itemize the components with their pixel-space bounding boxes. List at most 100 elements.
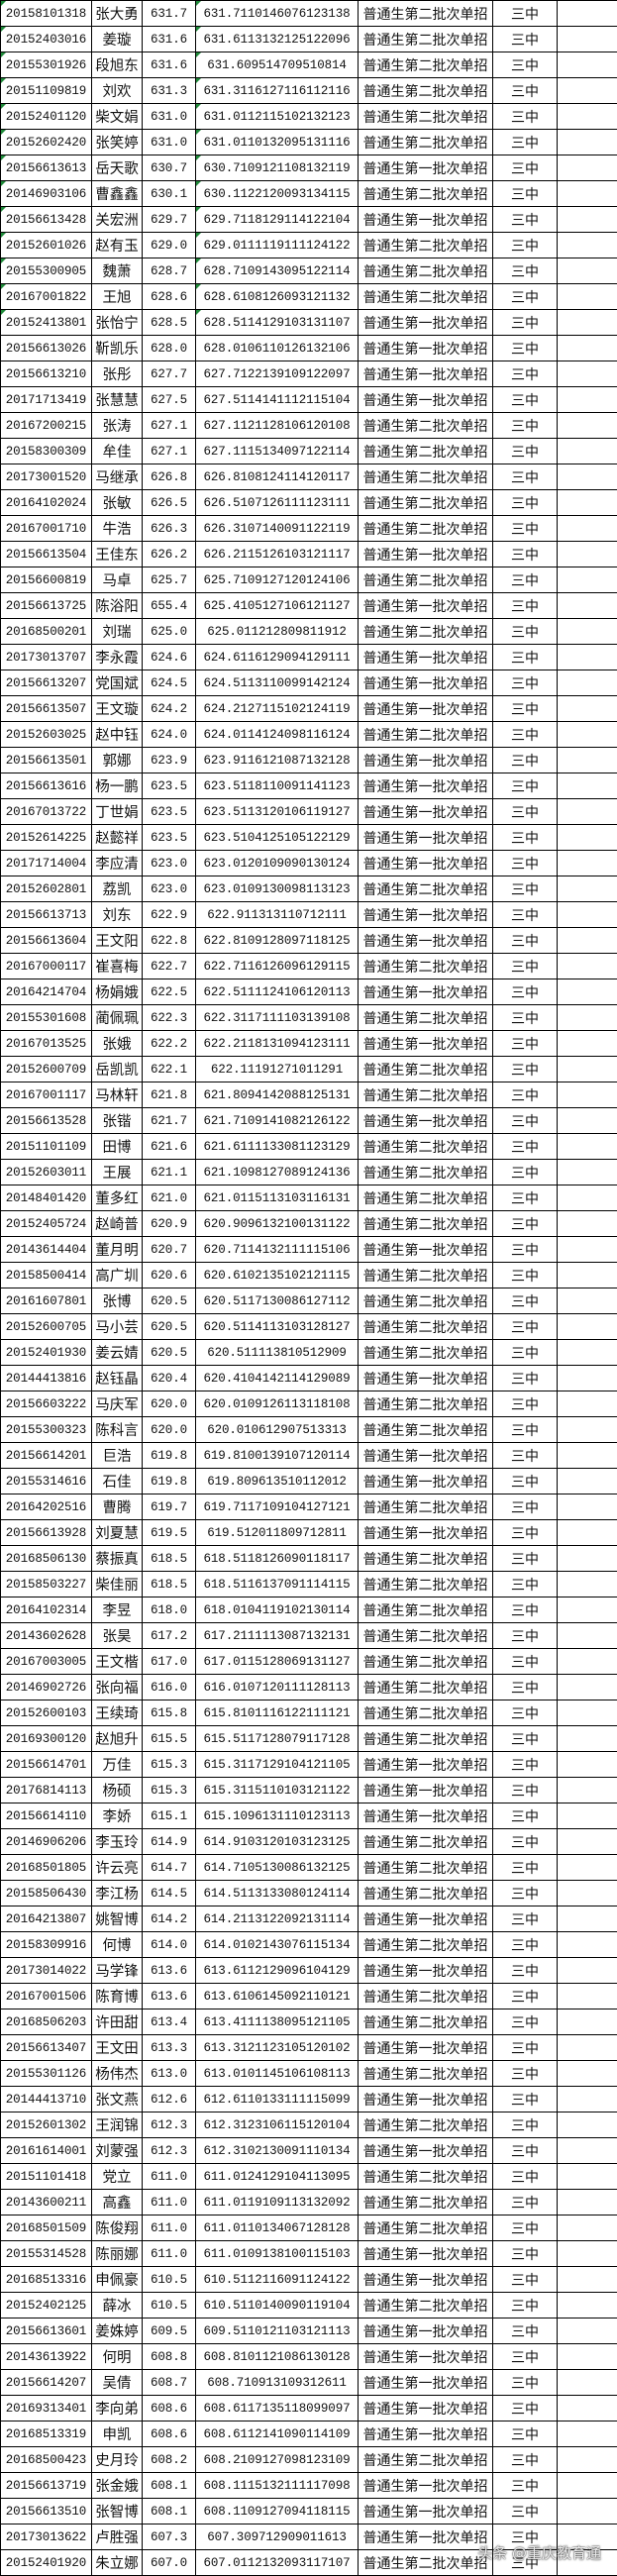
- score-cell[interactable]: 624.5: [142, 670, 196, 696]
- school-cell[interactable]: 三中: [492, 1725, 558, 1752]
- school-cell[interactable]: 三中: [492, 2472, 558, 2499]
- student-name-cell[interactable]: 姜姝婷: [91, 2318, 143, 2344]
- score-cell[interactable]: 616.0: [142, 1674, 196, 1700]
- student-id-cell[interactable]: 20146902726: [0, 1674, 92, 1700]
- detailed-score-cell[interactable]: 631.7110146076123138: [195, 0, 359, 27]
- school-cell[interactable]: 三中: [492, 52, 558, 78]
- student-id-cell[interactable]: 20156603222: [0, 1391, 92, 1417]
- detailed-score-cell[interactable]: 618.5118126090118117: [195, 1545, 359, 1572]
- empty-cell[interactable]: [557, 464, 617, 490]
- detailed-score-cell[interactable]: 619.809613510112012: [195, 1468, 359, 1494]
- score-cell[interactable]: 607.3: [142, 2524, 196, 2550]
- admission-batch-cell[interactable]: 普通生第一批次单招: [358, 2240, 493, 2267]
- student-id-cell[interactable]: 20164102314: [0, 1597, 92, 1623]
- score-cell[interactable]: 620.0: [142, 1391, 196, 1417]
- student-name-cell[interactable]: 巨浩: [91, 1442, 143, 1469]
- student-id-cell[interactable]: 20156613510: [0, 2498, 92, 2524]
- score-cell[interactable]: 622.9: [142, 901, 196, 928]
- detailed-score-cell[interactable]: 621.8094142088125131: [195, 1082, 359, 1108]
- detailed-score-cell[interactable]: 614.9103120103123125: [195, 1828, 359, 1855]
- score-cell[interactable]: 625.0: [142, 618, 196, 645]
- school-cell[interactable]: 三中: [492, 541, 558, 567]
- admission-batch-cell[interactable]: 普通生第二批次单招: [358, 2292, 493, 2318]
- student-name-cell[interactable]: 姜璇: [91, 26, 143, 52]
- score-cell[interactable]: 610.5: [142, 2292, 196, 2318]
- student-id-cell[interactable]: 20151101109: [0, 1133, 92, 1160]
- school-cell[interactable]: 三中: [492, 103, 558, 130]
- detailed-score-cell[interactable]: 617.0115128069131127: [195, 1648, 359, 1675]
- student-name-cell[interactable]: 刘瑞: [91, 618, 143, 645]
- admission-batch-cell[interactable]: 普通生第二批次单招: [358, 1159, 493, 1185]
- student-id-cell[interactable]: 20168500423: [0, 2446, 92, 2473]
- student-id-cell[interactable]: 20156613928: [0, 1519, 92, 1546]
- admission-batch-cell[interactable]: 普通生第一批次单招: [358, 1236, 493, 1263]
- student-name-cell[interactable]: 张笑婷: [91, 129, 143, 155]
- detailed-score-cell[interactable]: 624.0114124098116124: [195, 721, 359, 748]
- score-cell[interactable]: 631.7: [142, 0, 196, 27]
- student-name-cell[interactable]: 张敏: [91, 489, 143, 516]
- admission-batch-cell[interactable]: 普通生第一批次单招: [358, 1468, 493, 1494]
- empty-cell[interactable]: [557, 1854, 617, 1881]
- detailed-score-cell[interactable]: 612.6110133111115099: [195, 2086, 359, 2112]
- score-cell[interactable]: 620.0: [142, 1416, 196, 1443]
- empty-cell[interactable]: [557, 2498, 617, 2524]
- student-name-cell[interactable]: 张彤: [91, 361, 143, 387]
- empty-cell[interactable]: [557, 1365, 617, 1391]
- admission-batch-cell[interactable]: 普通生第一批次单招: [358, 824, 493, 851]
- school-cell[interactable]: 三中: [492, 1906, 558, 1932]
- detailed-score-cell[interactable]: 626.8108124114120117: [195, 464, 359, 490]
- empty-cell[interactable]: [557, 592, 617, 619]
- empty-cell[interactable]: [557, 103, 617, 130]
- student-name-cell[interactable]: 李应清: [91, 850, 143, 876]
- empty-cell[interactable]: [557, 670, 617, 696]
- admission-batch-cell[interactable]: 普通生第一批次单招: [358, 979, 493, 1005]
- empty-cell[interactable]: [557, 2472, 617, 2499]
- admission-batch-cell[interactable]: 普通生第二批次单招: [358, 1545, 493, 1572]
- school-cell[interactable]: 三中: [492, 129, 558, 155]
- student-id-cell[interactable]: 20176814113: [0, 1777, 92, 1803]
- empty-cell[interactable]: [557, 2343, 617, 2370]
- score-cell[interactable]: 628.7: [142, 258, 196, 284]
- school-cell[interactable]: 三中: [492, 26, 558, 52]
- student-name-cell[interactable]: 申佩豪: [91, 2266, 143, 2293]
- empty-cell[interactable]: [557, 180, 617, 207]
- student-id-cell[interactable]: 20164213807: [0, 1906, 92, 1932]
- school-cell[interactable]: 三中: [492, 1957, 558, 1984]
- empty-cell[interactable]: [557, 1648, 617, 1675]
- admission-batch-cell[interactable]: 普通生第二批次单招: [358, 1288, 493, 1314]
- empty-cell[interactable]: [557, 1597, 617, 1623]
- score-cell[interactable]: 624.2: [142, 695, 196, 722]
- admission-batch-cell[interactable]: 普通生第二批次单招: [358, 26, 493, 52]
- score-cell[interactable]: 619.8: [142, 1468, 196, 1494]
- detailed-score-cell[interactable]: 608.710913109312611: [195, 2369, 359, 2396]
- admission-batch-cell[interactable]: 普通生第二批次单招: [358, 1983, 493, 2009]
- detailed-score-cell[interactable]: 623.5104125105122129: [195, 824, 359, 851]
- student-id-cell[interactable]: 20168513316: [0, 2266, 92, 2293]
- admission-batch-cell[interactable]: 普通生第一批次单招: [358, 2498, 493, 2524]
- detailed-score-cell[interactable]: 627.1121128106120108: [195, 412, 359, 439]
- score-cell[interactable]: 624.6: [142, 644, 196, 670]
- score-cell[interactable]: 608.6: [142, 2395, 196, 2421]
- student-id-cell[interactable]: 20169300120: [0, 1725, 92, 1752]
- empty-cell[interactable]: [557, 2009, 617, 2035]
- score-cell[interactable]: 610.5: [142, 2266, 196, 2293]
- student-name-cell[interactable]: 李昱: [91, 1597, 143, 1623]
- admission-batch-cell[interactable]: 普通生第二批次单招: [358, 1056, 493, 1082]
- admission-batch-cell[interactable]: 普通生第二批次单招: [358, 180, 493, 207]
- student-id-cell[interactable]: 20167001710: [0, 515, 92, 542]
- school-cell[interactable]: 三中: [492, 2060, 558, 2087]
- admission-batch-cell[interactable]: 普通生第二批次单招: [358, 721, 493, 748]
- student-id-cell[interactable]: 20155300905: [0, 258, 92, 284]
- student-name-cell[interactable]: 马卓: [91, 567, 143, 593]
- admission-batch-cell[interactable]: 普通生第一批次单招: [358, 206, 493, 233]
- student-name-cell[interactable]: 柴佳丽: [91, 1571, 143, 1597]
- score-cell[interactable]: 615.8: [142, 1700, 196, 1726]
- score-cell[interactable]: 629.0: [142, 232, 196, 258]
- admission-batch-cell[interactable]: 普通生第一批次单招: [358, 2524, 493, 2550]
- student-name-cell[interactable]: 牟佳: [91, 438, 143, 464]
- admission-batch-cell[interactable]: 普通生第一批次单招: [358, 2343, 493, 2370]
- detailed-score-cell[interactable]: 615.8101116122111121: [195, 1700, 359, 1726]
- score-cell[interactable]: 613.0: [142, 2060, 196, 2087]
- empty-cell[interactable]: [557, 541, 617, 567]
- student-id-cell[interactable]: 20156613428: [0, 206, 92, 233]
